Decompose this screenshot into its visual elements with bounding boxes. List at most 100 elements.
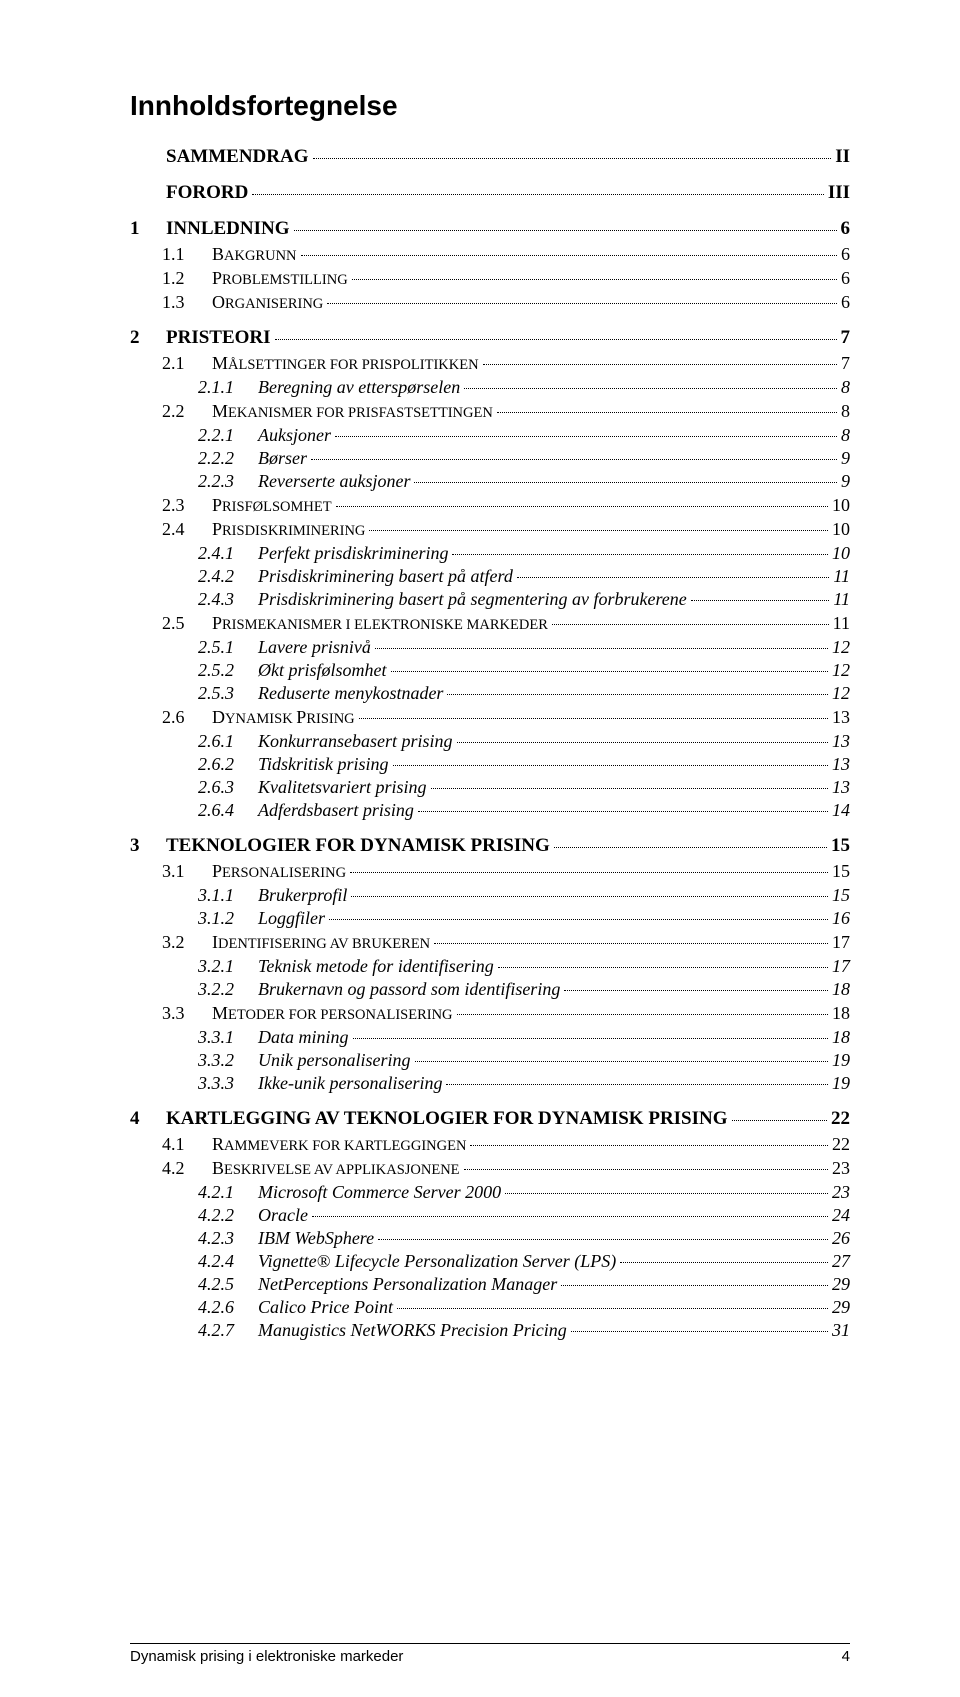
toc-entry-number: 2 [130,327,166,349]
toc-entry: 4.2.2Oracle24 [198,1205,850,1226]
toc-entry-number: 4 [130,1108,166,1130]
toc-entry-number: 2.6.3 [198,777,258,798]
toc-entry-page: 7 [841,353,850,374]
toc-leader-dots [378,1239,828,1240]
toc-entry-number: 2.5.3 [198,683,258,704]
toc-entry-page: 6 [841,268,850,289]
toc-entry-page: 12 [832,660,850,681]
toc-entry-number: 4.2.7 [198,1320,258,1341]
toc-entry-page: 29 [832,1274,850,1295]
toc-leader-dots [483,364,837,365]
toc-entry-number: 2.5.2 [198,660,258,681]
toc-leader-dots [571,1331,828,1332]
toc-entry-page: 15 [831,835,850,857]
toc-entry-page: 23 [832,1158,850,1179]
toc-entry-page: 12 [832,637,850,658]
toc-entry: 2.4.3Prisdiskriminering basert på segmen… [198,589,850,610]
toc-entry: FORORDIII [130,182,850,204]
toc-entry-page: 10 [832,519,850,540]
toc-entry-label: Reverserte auksjoner [258,471,410,492]
toc-entry: 3.2.1Teknisk metode for identifisering17 [198,956,850,977]
toc-leader-dots [464,388,837,389]
toc-entry: 4.2.6Calico Price Point29 [198,1297,850,1318]
toc-entry-number: 2.6.1 [198,731,258,752]
toc-leader-dots [350,872,828,873]
toc-entry: 2.4.2Prisdiskriminering basert på atferd… [198,566,850,587]
toc-entry-number: 1 [130,218,166,240]
toc-entry-label: ORGANISERING [212,292,323,313]
toc-entry-page: 22 [831,1108,850,1130]
toc-leader-dots [457,1014,828,1015]
toc-entry-page: 22 [832,1134,850,1155]
toc-entry-label: Konkurransebasert prising [258,731,453,752]
toc-entry: 3TEKNOLOGIER FOR DYNAMISK PRISING15 [130,835,850,857]
toc-entry-page: 16 [832,908,850,929]
toc-entry-page: 18 [832,979,850,1000]
toc-entry-label: IBM WebSphere [258,1228,374,1249]
page-footer: Dynamisk prising i elektroniske markeder… [130,1643,850,1665]
toc-entry-label: TEKNOLOGIER FOR DYNAMISK PRISING [166,835,550,857]
toc-entry: 4.2.1Microsoft Commerce Server 200023 [198,1182,850,1203]
toc-entry-label: Lavere prisnivå [258,637,371,658]
toc-entry-number: 2.4.2 [198,566,258,587]
toc-entry-page: 9 [841,448,850,469]
toc-entry-label: METODER FOR PERSONALISERING [212,1003,453,1024]
toc-leader-dots [311,459,837,460]
toc-entry-page: 8 [841,401,850,422]
toc-entry-label: FORORD [166,182,248,204]
toc-leader-dots [375,648,828,649]
toc-entry-label: Brukerprofil [258,885,347,906]
toc-entry-label: Prisdiskriminering basert på segmenterin… [258,589,687,610]
document-page: Innholdsfortegnelse SAMMENDRAGIIFORORDII… [0,0,960,1697]
toc-entry-page: 6 [841,218,851,240]
toc-entry: 4.2.4Vignette® Lifecycle Personalization… [198,1251,850,1272]
toc-leader-dots [294,230,837,231]
toc-entry-label: INNLEDNING [166,218,290,240]
toc-entry-page: 23 [832,1182,850,1203]
toc-leader-dots [497,412,837,413]
toc-entry-page: 31 [832,1320,850,1341]
toc-leader-dots [554,847,827,848]
toc-entry-label: PRISMEKANISMER I ELEKTRONISKE MARKEDER [212,613,548,634]
toc-entry-label: Beregning av etterspørselen [258,377,460,398]
toc-entry-number: 4.2.5 [198,1274,258,1295]
toc-entry-label: Vignette® Lifecycle Personalization Serv… [258,1251,616,1272]
toc-entry-label: IDENTIFISERING AV BRUKEREN [212,932,430,953]
toc-entry-label: Økt prisfølsomhet [258,660,387,681]
toc-leader-dots [391,671,829,672]
toc-entry: 3.3METODER FOR PERSONALISERING18 [162,1003,850,1024]
toc-entry-number: 3.2.1 [198,956,258,977]
toc-leader-dots [393,765,828,766]
toc-entry-label: Perfekt prisdiskriminering [258,543,448,564]
toc-entry-number: 2.2.2 [198,448,258,469]
toc-entry-page: 13 [832,707,850,728]
toc-entry-page: 12 [832,683,850,704]
toc-entry-label: PRISTEORI [166,327,271,349]
toc-entry-page: II [835,146,850,168]
toc-entry-number: 2.2 [162,401,212,422]
toc-entry-number: 1.2 [162,268,212,289]
toc-entry: 1.1BAKGRUNN6 [162,244,850,265]
toc-entry-number: 2.4.3 [198,589,258,610]
toc-entry-page: 13 [832,754,850,775]
toc-entry: 2PRISTEORI7 [130,327,850,349]
toc-entry-page: 8 [841,425,850,446]
toc-leader-dots [418,811,828,812]
toc-entry-page: 29 [832,1297,850,1318]
toc-leader-dots [446,1084,828,1085]
toc-entry-number: 4.2 [162,1158,212,1179]
toc-leader-dots [414,482,837,483]
toc-entry: 2.6.2Tidskritisk prising13 [198,754,850,775]
toc-leader-dots [552,624,829,625]
toc-entry-label: Loggfiler [258,908,325,929]
toc-leader-dots [252,194,823,195]
toc-entry: 4.1RAMMEVERK FOR KARTLEGGINGEN22 [162,1134,850,1155]
toc-entry-page: 13 [832,731,850,752]
toc-entry-page: 24 [832,1205,850,1226]
toc-entry-number: 2.1 [162,353,212,374]
toc-entry-page: 8 [841,377,850,398]
toc-entry-page: 19 [832,1073,850,1094]
toc-entry-label: RAMMEVERK FOR KARTLEGGINGEN [212,1134,466,1155]
toc-entry-number: 2.4 [162,519,212,540]
toc-entry-number: 2.5.1 [198,637,258,658]
